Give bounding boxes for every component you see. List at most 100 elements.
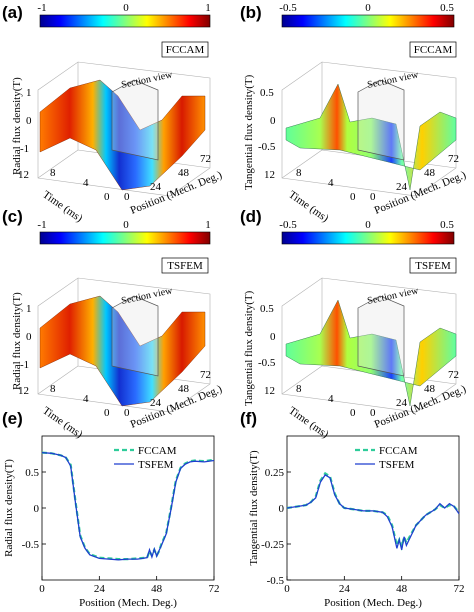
surface-b — [285, 83, 457, 191]
ztick-d-m05: -0.5 — [258, 357, 276, 369]
panel-c: (c) -1 0 1 TSFEM Section view Radial flu… — [2, 207, 224, 441]
xlabel-f: Position (Mech. Deg.) — [324, 597, 422, 609]
xtick-d-0: 0 — [370, 407, 376, 419]
colorbar-a-tick-min: -1 — [37, 2, 46, 14]
plot-frame-f — [286, 435, 460, 581]
method-label-c: TSFEM — [167, 260, 203, 272]
ztick-a-m1: -1 — [20, 143, 29, 155]
ytick-c-0: 0 — [104, 407, 110, 419]
ytick-b-0: 0 — [350, 191, 356, 203]
xtick-label-e: 24 — [94, 583, 106, 595]
method-label-a: FCCAM — [166, 44, 205, 56]
colorbar-a-tick-mid: 0 — [123, 2, 129, 14]
zlabel-b: Tangential flux density(T) — [243, 74, 255, 190]
ytick-b-8: 8 — [296, 167, 302, 179]
xtick-a-0: 0 — [124, 191, 130, 203]
colorbar-b — [281, 14, 455, 28]
xtick-d-24: 24 — [396, 397, 408, 409]
panel-label-c: (c) — [2, 207, 23, 226]
series-line-tsfem-f — [286, 474, 460, 550]
xtick-b-24: 24 — [396, 181, 408, 193]
ztick-a-0: 0 — [26, 115, 32, 127]
xtick-label-f: 24 — [339, 583, 351, 595]
xtick-a-24: 24 — [150, 181, 162, 193]
ytick-c-4: 4 — [83, 393, 89, 405]
surface-d — [285, 299, 457, 407]
colorbar-b-tick-max: 0.5 — [440, 2, 454, 14]
ztick-b-0: 0 — [270, 115, 276, 127]
ztick-c-1: 1 — [26, 303, 32, 315]
panel-d: (d) -0.5 0 0.5 TSFEM Section view Tangen… — [240, 207, 468, 441]
surface-a — [39, 79, 206, 191]
ztick-d-05: 0.5 — [260, 303, 274, 315]
panel-label-f: (f) — [240, 409, 257, 428]
ytick-label-f: 0.25 — [265, 467, 285, 479]
series-line-tsfem-e — [41, 451, 215, 561]
section-plane-c — [111, 295, 159, 377]
xtick-label-e: 72 — [209, 583, 220, 595]
legend-label-fccam-f: FCCAM — [379, 445, 418, 457]
zlabel-a: Radial flux density(T) — [11, 77, 23, 175]
ytick-label-f: -0.5 — [267, 575, 285, 587]
xtick-b-72: 72 — [448, 153, 459, 165]
xtick-c-72: 72 — [200, 369, 211, 381]
ztick-c-0: 0 — [26, 331, 32, 343]
xtick-d-72: 72 — [448, 369, 459, 381]
colorbar-a — [39, 14, 211, 28]
xtick-c-24: 24 — [150, 397, 162, 409]
ytick-label-f: 0 — [279, 503, 285, 515]
xtick-label-f: 48 — [396, 583, 408, 595]
section-plane-d — [357, 295, 405, 377]
ztick-d-0: 0 — [270, 331, 276, 343]
ytick-d-12: 12 — [264, 385, 275, 397]
legend-label-tsfem-e: TSFEM — [138, 459, 174, 471]
ytick-a-12: 12 — [18, 169, 29, 181]
xtick-a-48: 48 — [178, 167, 190, 179]
panel-label-b: (b) — [240, 3, 262, 22]
xtick-label-f: 72 — [454, 583, 465, 595]
ytick-d-0: 0 — [350, 407, 356, 419]
panel-label-e: (e) — [2, 409, 23, 428]
colorbar-c-tick-min: -1 — [37, 219, 46, 231]
zlabel-c: Radial flux density(T) — [11, 292, 23, 390]
ytick-label-e: 0 — [34, 503, 40, 515]
xlabel-e: Position (Mech. Deg.) — [79, 597, 177, 609]
ylabel-d: Time (ms) — [286, 405, 331, 441]
ztick-b-m05: -0.5 — [258, 141, 276, 153]
ztick-b-05: 0.5 — [260, 87, 274, 99]
colorbar-c-tick-max: 1 — [205, 219, 211, 231]
method-box-b — [409, 41, 457, 58]
ylabel-c: Time (ms) — [40, 405, 85, 441]
ytick-b-12: 12 — [264, 169, 275, 181]
ytick-label-f: -0.25 — [261, 539, 284, 551]
section-plane-a — [111, 79, 159, 161]
ytick-label-e: 0.5 — [25, 467, 39, 479]
method-box-a — [161, 41, 209, 58]
xtick-a-72: 72 — [200, 153, 211, 165]
section-plane-b — [357, 79, 405, 161]
axes-box-b — [281, 61, 457, 197]
ylabel-a: Time (ms) — [40, 189, 85, 225]
colorbar-b-tick-min: -0.5 — [279, 2, 297, 14]
series-line-fccam-e — [41, 451, 215, 561]
xtick-b-48: 48 — [424, 167, 436, 179]
xtick-d-48: 48 — [424, 383, 436, 395]
ztick-a-1: 1 — [26, 87, 32, 99]
ytick-a-0: 0 — [104, 191, 110, 203]
line-chart-f: 0 24 48 72 0.25 0 -0.25 -0.5 Position (Mech. Deg… — [248, 435, 465, 609]
panel-a: (a) -1 0 1 FCCAM Section view Radial flu… — [2, 2, 224, 225]
ylabel-f: Tangential flux density(T) — [248, 450, 260, 566]
ztick-c-m1: -1 — [20, 359, 29, 371]
xtick-c-0: 0 — [124, 407, 130, 419]
method-box-c — [161, 257, 209, 274]
xtick-b-0: 0 — [370, 191, 376, 203]
ytick-a-4: 4 — [83, 177, 89, 189]
colorbar-c — [39, 231, 211, 245]
panel-b: (b) -0.5 0 0.5 FCCAM Section view Tangen… — [240, 2, 468, 225]
colorbar-c-tick-mid: 0 — [123, 219, 129, 231]
legend-label-fccam-e: FCCAM — [138, 445, 177, 457]
xtick-label-e: 0 — [39, 583, 45, 595]
colorbar-d-tick-max: 0.5 — [440, 219, 454, 231]
xlabel-d: Position (Mech. Deg.) — [373, 383, 468, 431]
